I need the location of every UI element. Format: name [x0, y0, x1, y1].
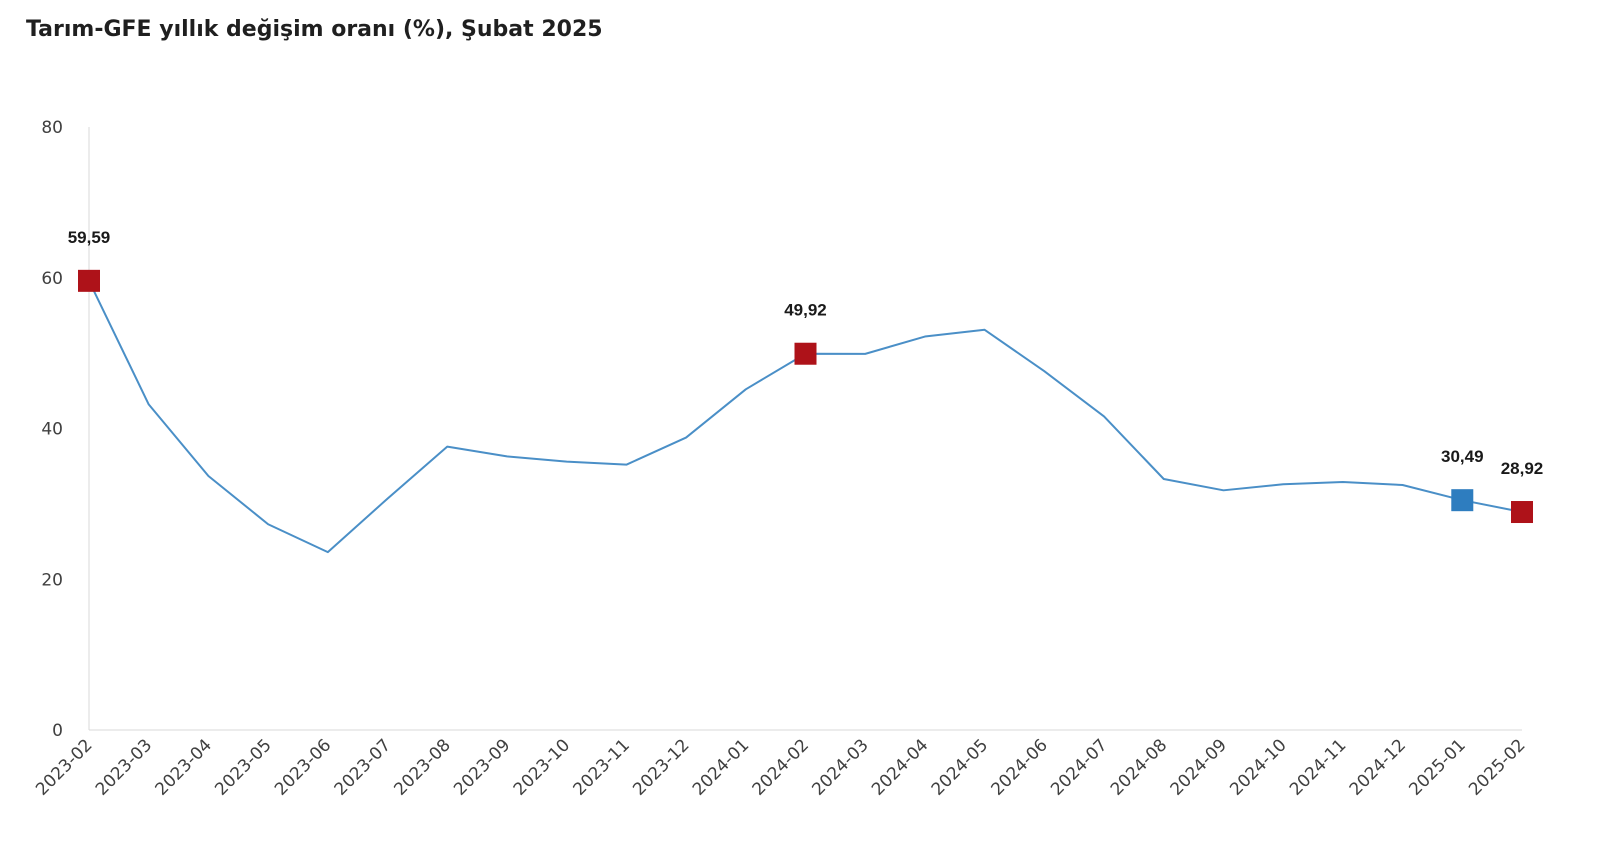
x-tick-label: 2024-04 [868, 735, 932, 799]
x-tick-label: 2024-07 [1047, 735, 1111, 799]
x-tick-label: 2025-01 [1405, 735, 1469, 799]
x-tick-labels: 2023-022023-032023-042023-052023-062023-… [32, 735, 1529, 799]
data-point-marker [78, 269, 100, 292]
x-tick-label: 2024-05 [928, 735, 992, 799]
x-tick-label: 2023-11 [570, 735, 634, 799]
y-tick-label: 80 [41, 118, 63, 138]
y-tick-label: 40 [41, 420, 63, 440]
x-tick-label: 2024-10 [1226, 735, 1290, 799]
data-label: 30,49 [1441, 447, 1484, 466]
series-line [88, 280, 1523, 554]
x-tick-label: 2024-11 [1286, 735, 1350, 799]
data-labels: 59,59 49,92 30,49 28,92 [68, 228, 1544, 478]
x-tick-label: 2024-02 [749, 735, 813, 799]
y-tick-label: 60 [41, 269, 63, 289]
y-tick-label: 0 [52, 721, 63, 741]
x-tick-label: 2023-02 [32, 735, 96, 799]
x-tick-label: 2023-09 [450, 735, 514, 799]
x-tick-label: 2023-12 [629, 735, 693, 799]
y-tick-label: 20 [41, 570, 63, 590]
axes [88, 127, 1522, 731]
x-tick-label: 2024-01 [689, 735, 753, 799]
x-tick-label: 2024-03 [808, 735, 872, 799]
x-tick-label: 2024-06 [988, 735, 1052, 799]
x-tick-label: 2024-09 [1167, 735, 1231, 799]
chart-title: Tarım-GFE yıllık değişim oranı (%), Şuba… [26, 17, 603, 42]
x-tick-label: 2024-08 [1107, 735, 1171, 799]
data-label: 28,92 [1501, 459, 1544, 478]
x-tick-label: 2023-08 [390, 735, 454, 799]
data-point-marker [794, 342, 817, 365]
data-label: 59,59 [68, 228, 111, 247]
x-tick-label: 2023-06 [271, 735, 335, 799]
data-point-marker [1511, 501, 1533, 524]
x-tick-label: 2023-04 [152, 735, 216, 799]
x-tick-label: 2023-07 [331, 735, 395, 799]
y-tick-labels: 0 20 40 60 80 [41, 118, 63, 741]
x-tick-label: 2023-03 [92, 735, 156, 799]
data-label: 49,92 [784, 301, 827, 320]
x-tick-label: 2023-05 [211, 735, 275, 799]
x-tick-label: 2025-02 [1465, 735, 1529, 799]
markers-group [78, 269, 1533, 524]
x-tick-label: 2024-12 [1346, 735, 1410, 799]
data-point-marker [1451, 489, 1474, 512]
series-group [88, 280, 1523, 554]
x-tick-label: 2023-10 [510, 735, 574, 799]
